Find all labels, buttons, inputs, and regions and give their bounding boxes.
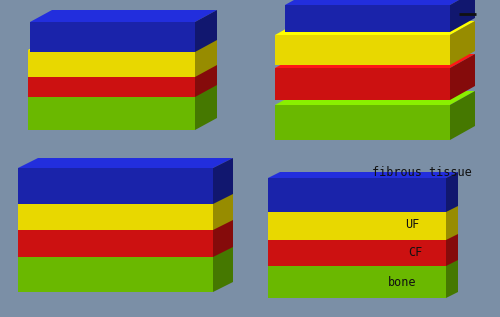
Polygon shape	[450, 54, 475, 100]
Polygon shape	[195, 83, 217, 130]
Polygon shape	[268, 178, 446, 212]
Polygon shape	[18, 245, 233, 255]
Polygon shape	[18, 168, 213, 204]
Polygon shape	[275, 91, 475, 105]
Text: bone: bone	[388, 275, 416, 288]
Polygon shape	[285, 0, 475, 5]
Polygon shape	[213, 218, 233, 257]
Polygon shape	[450, 0, 475, 32]
Polygon shape	[268, 238, 446, 266]
Polygon shape	[18, 255, 213, 292]
Text: CF: CF	[408, 245, 422, 258]
Polygon shape	[18, 158, 233, 168]
Polygon shape	[28, 95, 195, 130]
Polygon shape	[275, 68, 450, 100]
Polygon shape	[285, 5, 450, 32]
Polygon shape	[275, 54, 475, 68]
Polygon shape	[213, 192, 233, 230]
Polygon shape	[195, 10, 217, 52]
Polygon shape	[446, 232, 458, 266]
Polygon shape	[268, 232, 458, 238]
Polygon shape	[213, 158, 233, 204]
Polygon shape	[446, 204, 458, 240]
Polygon shape	[18, 192, 233, 202]
Polygon shape	[30, 10, 217, 22]
Polygon shape	[450, 91, 475, 140]
Polygon shape	[446, 258, 458, 298]
Polygon shape	[28, 50, 195, 77]
Polygon shape	[18, 202, 213, 230]
Polygon shape	[30, 22, 195, 52]
Polygon shape	[275, 35, 450, 65]
Polygon shape	[268, 210, 446, 240]
Polygon shape	[450, 21, 475, 65]
Polygon shape	[195, 38, 217, 77]
Text: fibrous tissue: fibrous tissue	[372, 165, 472, 178]
Polygon shape	[446, 172, 458, 212]
Polygon shape	[275, 21, 475, 35]
Text: UF: UF	[405, 218, 419, 231]
Polygon shape	[268, 264, 446, 298]
Polygon shape	[28, 38, 217, 50]
Polygon shape	[28, 63, 217, 75]
Polygon shape	[275, 105, 450, 140]
Polygon shape	[18, 228, 213, 257]
Polygon shape	[268, 204, 458, 210]
Polygon shape	[18, 218, 233, 228]
Polygon shape	[195, 63, 217, 97]
Polygon shape	[268, 172, 458, 178]
Polygon shape	[268, 258, 458, 264]
Polygon shape	[28, 83, 217, 95]
Polygon shape	[28, 75, 195, 97]
Polygon shape	[213, 245, 233, 292]
